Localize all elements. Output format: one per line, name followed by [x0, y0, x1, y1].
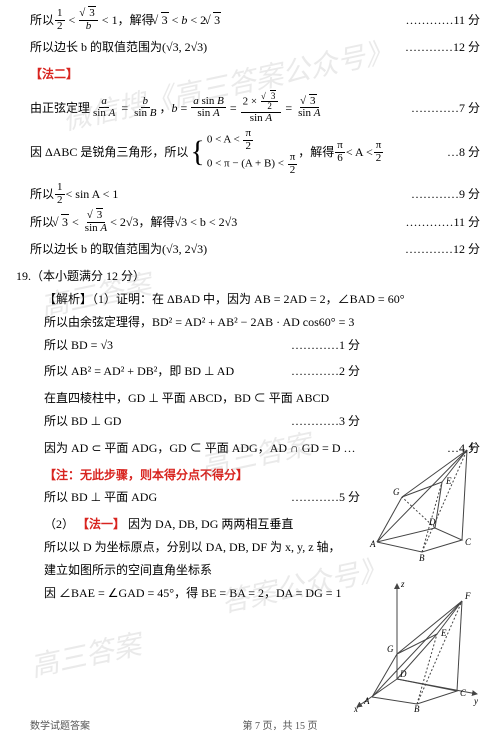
solution-line: 所以 12 < 3b < 1 ，解得 3 < b < 23 …………11 分	[30, 8, 480, 32]
solution-line: 所以 3 < 3sin A < 2√3，解得 √3 < b < 2√3 ……………	[30, 210, 480, 234]
watermark: 高三答案	[26, 619, 147, 694]
solution-line: 所以 12 < sin A < 1 …………9 分	[30, 182, 480, 206]
solution-line: 因 ΔABC 是锐角三角形，所以 { 0 < A < π2 0 < π − (A…	[30, 128, 480, 176]
text: < 2√3，解得	[110, 211, 174, 234]
solution-line: 所以边长 b 的取值范围为 (√3, 2√3) …………12 分	[30, 238, 480, 261]
svg-text:F: F	[469, 442, 476, 452]
text: 所以 BD = √3	[44, 334, 113, 357]
svg-text:x: x	[353, 704, 358, 714]
range: (√3, 2√3)	[162, 238, 207, 261]
svg-text:C: C	[465, 537, 472, 547]
text: 所以边长 b 的取值范围为	[30, 36, 162, 59]
text: 所以 BD ⊥ GD	[44, 410, 121, 433]
svg-text:z: z	[400, 579, 405, 589]
solution-line: 所以由余弦定理得，BD² = AD² + AB² − 2AB · AD cos6…	[30, 311, 480, 334]
score: …………11 分	[399, 211, 480, 234]
text: 所以 BD ⊥ 平面 ADG	[44, 486, 157, 509]
text: 所以 AB² = AD² + DB²，即 BD ⊥ AD	[44, 360, 234, 383]
score: …………2 分	[285, 360, 480, 383]
score: …………7 分	[405, 97, 480, 120]
svg-text:E: E	[440, 628, 447, 638]
svg-text:F: F	[464, 591, 471, 601]
range: (√3, 2√3)	[162, 36, 207, 59]
text: 因为 DA, DB, DG 两两相互垂直	[128, 517, 293, 531]
text: ，解得	[298, 141, 334, 164]
solution-line: 【解析】（1）证明：在 ΔBAD 中，因为 AB = 2AD = 2，∠BAD …	[30, 288, 480, 311]
score: …………1 分	[285, 334, 480, 357]
svg-text:C: C	[460, 688, 467, 698]
svg-text:y: y	[473, 696, 478, 706]
score: …………9 分	[405, 183, 480, 206]
text: 因 ΔABC 是锐角三角形，所以	[30, 141, 188, 164]
text: 因为 AD ⊂ 平面 ADG，GD ⊂ 平面 ADG，AD ∩ GD = D …	[44, 437, 355, 460]
coordinate-figure: A B C D E F G x y z	[352, 579, 482, 714]
question-number: 19.（本小题满分 12 分）	[16, 265, 480, 288]
lt: < b < 2	[169, 9, 207, 32]
svg-text:G: G	[393, 487, 400, 497]
method-heading: 【法二】	[30, 63, 480, 86]
score: …………12 分	[399, 36, 480, 59]
text: 所以	[30, 183, 54, 206]
score: …………12 分	[399, 238, 480, 261]
page-footer: 数学试题答案 第 7 页，共 15 页	[0, 717, 500, 736]
solution-line: 由正弦定理 asin A = bsin B ，b = a sin Bsin A …	[30, 92, 480, 124]
text: √3 < b < 2√3	[174, 211, 237, 234]
text: 由正弦定理	[30, 97, 90, 120]
svg-text:E: E	[445, 476, 452, 486]
svg-text:B: B	[419, 553, 425, 563]
text: 所以	[30, 211, 54, 234]
solution-line: 所以 AB² = AD² + DB²，即 BD ⊥ AD …………2 分	[30, 360, 480, 383]
solution-line: 所以边长 b 的取值范围为 (√3, 2√3) …………12 分	[30, 36, 480, 59]
svg-text:D: D	[428, 517, 436, 527]
part-label: （2）	[44, 517, 74, 531]
lt: < 1	[99, 9, 118, 32]
lt: <	[66, 9, 79, 32]
score: …………11 分	[399, 9, 480, 32]
footer-center: 第 7 页，共 15 页	[243, 717, 318, 736]
svg-text:D: D	[399, 669, 407, 679]
text: ，解得	[118, 9, 154, 32]
method-heading: 【法一】	[77, 517, 125, 531]
svg-text:A: A	[363, 696, 370, 706]
svg-text:B: B	[414, 704, 420, 714]
solution-line: 所以 BD ⊥ GD …………3 分	[30, 410, 480, 433]
score: …………3 分	[285, 410, 480, 433]
prism-figure: A B C D E F G	[367, 442, 482, 562]
text: 所以边长 b 的取值范围为	[30, 238, 162, 261]
score: …8 分	[441, 141, 480, 164]
text: < sin A < 1	[66, 183, 119, 206]
solution-line: 在直四棱柱中，GD ⊥ 平面 ABCD，BD ⊂ 平面 ABCD	[30, 387, 480, 410]
text: < A <	[346, 141, 373, 164]
text: 所以	[30, 9, 54, 32]
solution-line: 所以 BD = √3 …………1 分	[30, 334, 480, 357]
svg-text:G: G	[387, 644, 394, 654]
footer-left: 数学试题答案	[30, 717, 90, 736]
svg-text:A: A	[369, 539, 376, 549]
